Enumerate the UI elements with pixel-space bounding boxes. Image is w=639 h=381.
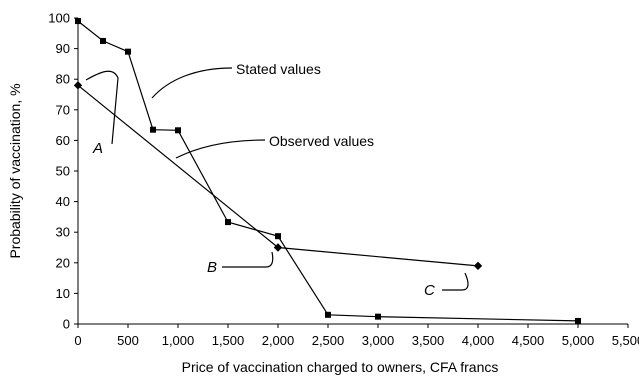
stated-values-marker [375,313,381,320]
point-b-label: B [207,259,217,276]
y-tick-label: 10 [56,286,70,301]
y-tick-label: 30 [56,225,70,240]
x-tick-label: 1,500 [212,333,245,348]
observed-values-label: Observed values [269,133,374,149]
x-ticks: 0 500 1,000 1,500 2,000 2,500 3,000 3,500 4,000 4… [74,324,639,348]
x-tick-label: 3,000 [362,333,395,348]
stated-values-line [77,20,579,322]
point-b-arrow [222,251,274,268]
x-tick-label: 4,500 [512,333,545,348]
stated-values-marker [325,311,331,318]
annotation-texts: Stated values Observed values A B C [92,61,435,299]
y-ticks: 0 10 20 30 40 50 60 70 80 90 100 [48,11,78,332]
stated-values-marker [175,127,181,134]
y-tick-label: 60 [56,133,70,148]
x-tick-label: 4,000 [462,333,495,348]
point-c-label: C [424,282,435,299]
y-tick-label: 80 [56,72,70,87]
stated-values-marker [100,37,106,44]
x-tick-label: 2,000 [262,333,295,348]
y-tick-label: 90 [56,41,70,56]
x-tick-label: 2,500 [312,333,345,348]
point-a-label: A [92,140,103,157]
stated-values-arrow [151,67,233,99]
x-tick-label: 3,500 [412,333,445,348]
y-axis-title: Probability of vaccination, % [7,83,23,258]
y-tick-label: 50 [56,164,70,179]
point-c-arrow [442,272,469,291]
x-tick-label: 1,000 [162,333,195,348]
stated-values-marker [75,18,81,25]
stated-values-marker [150,126,156,133]
series-markers [73,18,581,324]
stated-values-marker [275,233,281,240]
stated-values-marker [575,317,581,324]
stated-values-label: Stated values [236,61,321,77]
observed-values-marker [73,81,83,90]
x-tick-label: 5,500 [612,333,639,348]
y-tick-label: 100 [48,11,70,26]
axes [77,18,628,325]
point-a-arrow [85,70,119,145]
stated-values-marker [225,219,231,226]
x-tick-label: 5,000 [562,333,595,348]
observed-values-arrow [175,139,266,159]
observed-values-marker [473,261,483,271]
x-axis-title: Price of vaccination charged to owners, … [182,359,499,375]
series-lines [77,20,579,322]
y-tick-label: 20 [56,255,70,270]
y-tick-label: 0 [63,317,70,332]
y-tick-label: 40 [56,194,70,209]
y-tick-label: 70 [56,102,70,117]
x-tick-label: 0 [74,333,81,348]
x-tick-label: 500 [117,333,139,348]
observed-values-marker [273,243,283,252]
annotation-arrows [85,67,469,291]
stated-values-marker [125,48,131,55]
